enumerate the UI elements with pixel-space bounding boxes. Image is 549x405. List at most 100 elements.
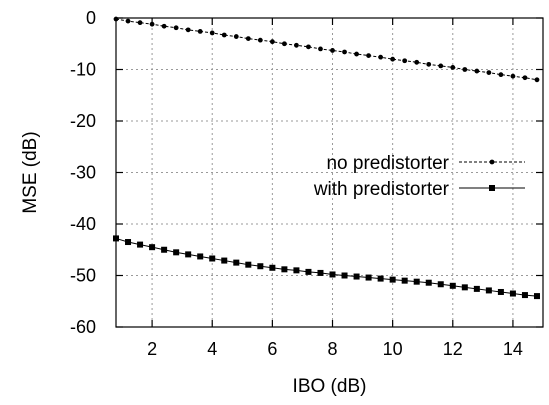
series-2-point: [389, 276, 396, 283]
series-2-point: [281, 266, 288, 273]
series-2-point: [353, 273, 360, 280]
series-2-point: [209, 255, 216, 262]
series-1-point: [137, 20, 143, 26]
legend-marker-2: [489, 185, 495, 191]
series-2-line: [115, 237, 538, 297]
series-2-point: [317, 269, 324, 276]
series-2-point: [365, 274, 372, 281]
series-2-point: [329, 271, 336, 278]
series-1-point: [185, 27, 191, 33]
series-2-point: [413, 278, 420, 285]
x-tick-label: 8: [327, 339, 337, 359]
x-tick-label: 12: [443, 339, 463, 359]
series-2-point: [437, 281, 444, 288]
x-tick-label: 6: [267, 339, 277, 359]
series-2-point: [149, 244, 156, 251]
series-1-point: [354, 51, 359, 57]
series-1-point: [402, 58, 408, 64]
axis-ticks: 2 4 6 8 10 12 14 0 -10 -20 -30 -40 -50 -60: [70, 8, 543, 359]
y-tick-label: -60: [70, 317, 96, 337]
series-1-point: [306, 44, 311, 50]
series-1-point: [474, 68, 480, 74]
series-1-point: [366, 53, 371, 58]
series-1-point: [245, 36, 251, 41]
series-1-point: [510, 73, 516, 79]
series-2-point: [173, 249, 180, 256]
series-1-point: [209, 30, 215, 36]
series-1-point: [330, 48, 335, 53]
series-2-point: [509, 290, 516, 297]
series-1-point: [534, 77, 540, 83]
series-2-point: [473, 285, 480, 292]
legend: no predistorter with predistorter: [313, 153, 525, 200]
y-tick-label: -10: [70, 60, 96, 80]
series-layer: [113, 16, 540, 300]
x-tick-label: 14: [503, 339, 523, 359]
series-2-point: [161, 246, 168, 253]
legend-marker-1: [489, 159, 495, 165]
y-tick-label: 0: [86, 8, 96, 28]
y-tick-label: -40: [70, 214, 96, 234]
x-tick-label: 4: [207, 339, 217, 359]
x-axis-label: IBO (dB): [293, 376, 367, 397]
x-tick-label: 2: [147, 339, 157, 359]
series-2-point: [305, 268, 312, 275]
series-2-point: [233, 259, 240, 266]
y-tick-label: -20: [70, 111, 96, 131]
series-2-point: [293, 267, 300, 274]
series-1-point: [462, 67, 468, 72]
series-1-point: [173, 25, 179, 31]
series-1-point: [414, 59, 420, 65]
series-2-point: [113, 235, 119, 242]
series-1-point: [221, 32, 227, 38]
series-1-point: [450, 65, 456, 70]
series-2-point: [425, 279, 432, 286]
legend-label-1: no predistorter: [326, 153, 449, 174]
series-1-point: [294, 42, 299, 48]
series-1-point: [233, 34, 239, 39]
series-1-line: [115, 18, 538, 81]
series-1-point: [281, 41, 287, 47]
series-2-point: [485, 287, 492, 294]
series-2-point: [449, 282, 456, 289]
series-2-point: [257, 263, 264, 270]
series-2-point: [497, 288, 504, 295]
series-1-point: [197, 28, 203, 34]
x-tick-label: 10: [383, 339, 403, 359]
series-1-point: [269, 39, 275, 45]
series-2-point: [197, 253, 204, 260]
series-2-point: [521, 292, 528, 299]
series-1-point: [486, 70, 492, 75]
series-1-point: [498, 72, 504, 78]
legend-label-2: with predistorter: [313, 179, 450, 200]
series-1-point: [161, 23, 167, 29]
y-tick-label: -30: [70, 163, 96, 183]
series-2-point: [401, 277, 408, 284]
series-2-point: [341, 272, 348, 279]
series-1-point: [257, 37, 263, 43]
series-2-point: [269, 264, 276, 271]
series-2-point: [461, 284, 468, 291]
series-2-point: [533, 293, 540, 300]
series-2-point: [137, 241, 144, 248]
series-1-point: [318, 46, 323, 52]
grid: [116, 18, 543, 327]
y-axis-label: MSE (dB): [20, 131, 41, 213]
series-1-point: [342, 49, 347, 55]
series-1-point: [125, 18, 131, 24]
series-2-point: [221, 257, 228, 264]
series-1-point: [390, 56, 396, 62]
series-1-point: [438, 63, 444, 69]
series-2-point: [245, 261, 252, 268]
series-2-point: [125, 239, 132, 246]
series-2-point: [185, 251, 192, 258]
series-1-point: [149, 21, 155, 27]
series-2-point: [377, 275, 384, 282]
series-1-point: [113, 16, 119, 22]
series-2: [113, 235, 540, 300]
series-1-point: [378, 54, 384, 60]
y-tick-label: -50: [70, 266, 96, 286]
series-1-point: [426, 61, 432, 67]
series-1: [113, 16, 540, 83]
